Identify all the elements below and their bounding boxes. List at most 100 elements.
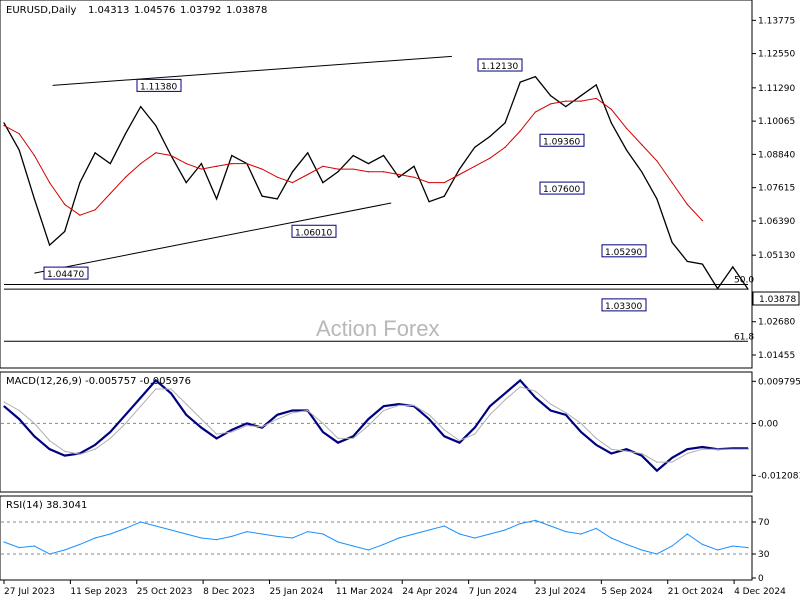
price-point <box>701 263 704 265</box>
rsi-point <box>246 531 248 533</box>
annotation-label: 1.07600 <box>543 185 580 195</box>
price-point <box>519 130 521 132</box>
macd-panel-frame <box>0 371 753 493</box>
price-point <box>625 149 628 151</box>
macd-point <box>428 418 430 420</box>
annotation-box <box>477 58 523 72</box>
price-y-ticks-group: 1.01455 1.02680 1.05130 1.06390 1.07615 1.088… <box>752 16 795 361</box>
price-point <box>200 168 202 170</box>
price-point <box>48 244 51 246</box>
macd-point <box>519 386 521 388</box>
rsi-point <box>747 547 749 549</box>
current-price-tag: 1.03878 <box>759 295 796 305</box>
price-point <box>610 122 612 124</box>
annotation-label: 1.09360 <box>543 137 580 147</box>
rsi-point <box>231 535 233 538</box>
macd-point <box>686 452 688 455</box>
macd-point <box>3 401 5 403</box>
macd-series-0 <box>3 378 748 473</box>
x-tick-label: 5 Sep 2024 <box>601 587 653 597</box>
rsi-panel-frame <box>0 495 753 581</box>
macd-point <box>109 431 111 433</box>
price-point <box>489 157 491 159</box>
price-point <box>261 168 263 170</box>
macd-point <box>701 446 704 448</box>
annotation-box <box>539 133 585 147</box>
macd-point <box>671 461 673 463</box>
macd-point <box>641 455 643 457</box>
price-point <box>595 84 597 86</box>
y-tick-label: 0.00 <box>758 419 778 429</box>
price-point <box>686 260 688 263</box>
macd-point <box>367 418 370 420</box>
rsi-point <box>398 537 400 539</box>
price-point <box>428 201 430 203</box>
rsi-point <box>261 533 263 535</box>
annotation-label: 1.12130 <box>481 62 518 72</box>
macd-point <box>140 405 142 407</box>
price-point <box>124 133 127 135</box>
price-point <box>474 165 476 167</box>
macd-point <box>155 388 157 390</box>
macd-point <box>398 404 400 406</box>
rsi-point <box>337 541 339 543</box>
rsi-series-0 <box>3 519 749 555</box>
price-point <box>3 124 5 127</box>
macd-point <box>565 414 567 416</box>
annotation-label: 1.11380 <box>140 82 177 92</box>
price-point <box>625 127 628 129</box>
rsi-point <box>322 533 324 535</box>
price-point <box>398 176 400 178</box>
rsi-point <box>291 537 294 539</box>
macd-point <box>94 448 96 450</box>
price-annotations-group: 1.11380 1.04470 1.06010 1.12130 1.09360 1.076… <box>43 58 647 312</box>
macd-point <box>717 448 719 450</box>
price-point <box>519 81 521 83</box>
x-tick-label: 11 Sep 2023 <box>70 587 127 597</box>
price-point <box>109 192 111 195</box>
price-ohlc-close: 1.03878 <box>226 5 267 16</box>
rsi-point <box>48 553 51 555</box>
macd-point <box>215 437 218 440</box>
y-tick-label: 1.10065 <box>758 117 795 127</box>
rsi-point <box>519 523 521 525</box>
macd-point <box>322 422 324 425</box>
rsi-point <box>3 541 5 543</box>
price-point <box>686 203 688 205</box>
macd-point <box>398 403 400 405</box>
trendlines-group: 50.0 61.8 <box>4 55 754 342</box>
price-point <box>155 124 157 127</box>
rsi-point <box>352 545 354 547</box>
macd-point <box>3 405 5 407</box>
rsi-point <box>686 533 688 535</box>
rsi-point <box>701 543 704 546</box>
price-point <box>79 214 81 216</box>
macd-point <box>124 422 127 425</box>
macd-point <box>276 418 278 420</box>
price-point <box>185 163 187 165</box>
macd-point <box>48 439 51 442</box>
rsi-point <box>18 547 20 549</box>
rsi-point <box>307 531 309 533</box>
price-point <box>443 182 445 184</box>
macd-point <box>625 450 628 452</box>
rsi-point <box>428 529 430 531</box>
price-point <box>185 182 187 184</box>
rsi-point <box>595 527 597 530</box>
macd-point <box>246 422 248 425</box>
macd-series-1 <box>3 386 748 463</box>
x-tick-label: 24 Apr 2024 <box>402 587 458 597</box>
price-point <box>291 182 294 184</box>
macd-point <box>291 412 294 414</box>
rsi-point <box>443 525 445 527</box>
annotation-label: 1.03300 <box>605 302 642 312</box>
price-point <box>276 198 278 200</box>
x-tick-label: 8 Dec 2023 <box>203 587 255 597</box>
price-point <box>215 165 218 167</box>
price-point <box>382 171 385 173</box>
macd-point <box>671 457 673 459</box>
rsi-point <box>504 529 506 531</box>
macd-point <box>231 429 233 431</box>
price-point <box>215 198 218 200</box>
price-point <box>307 173 309 176</box>
